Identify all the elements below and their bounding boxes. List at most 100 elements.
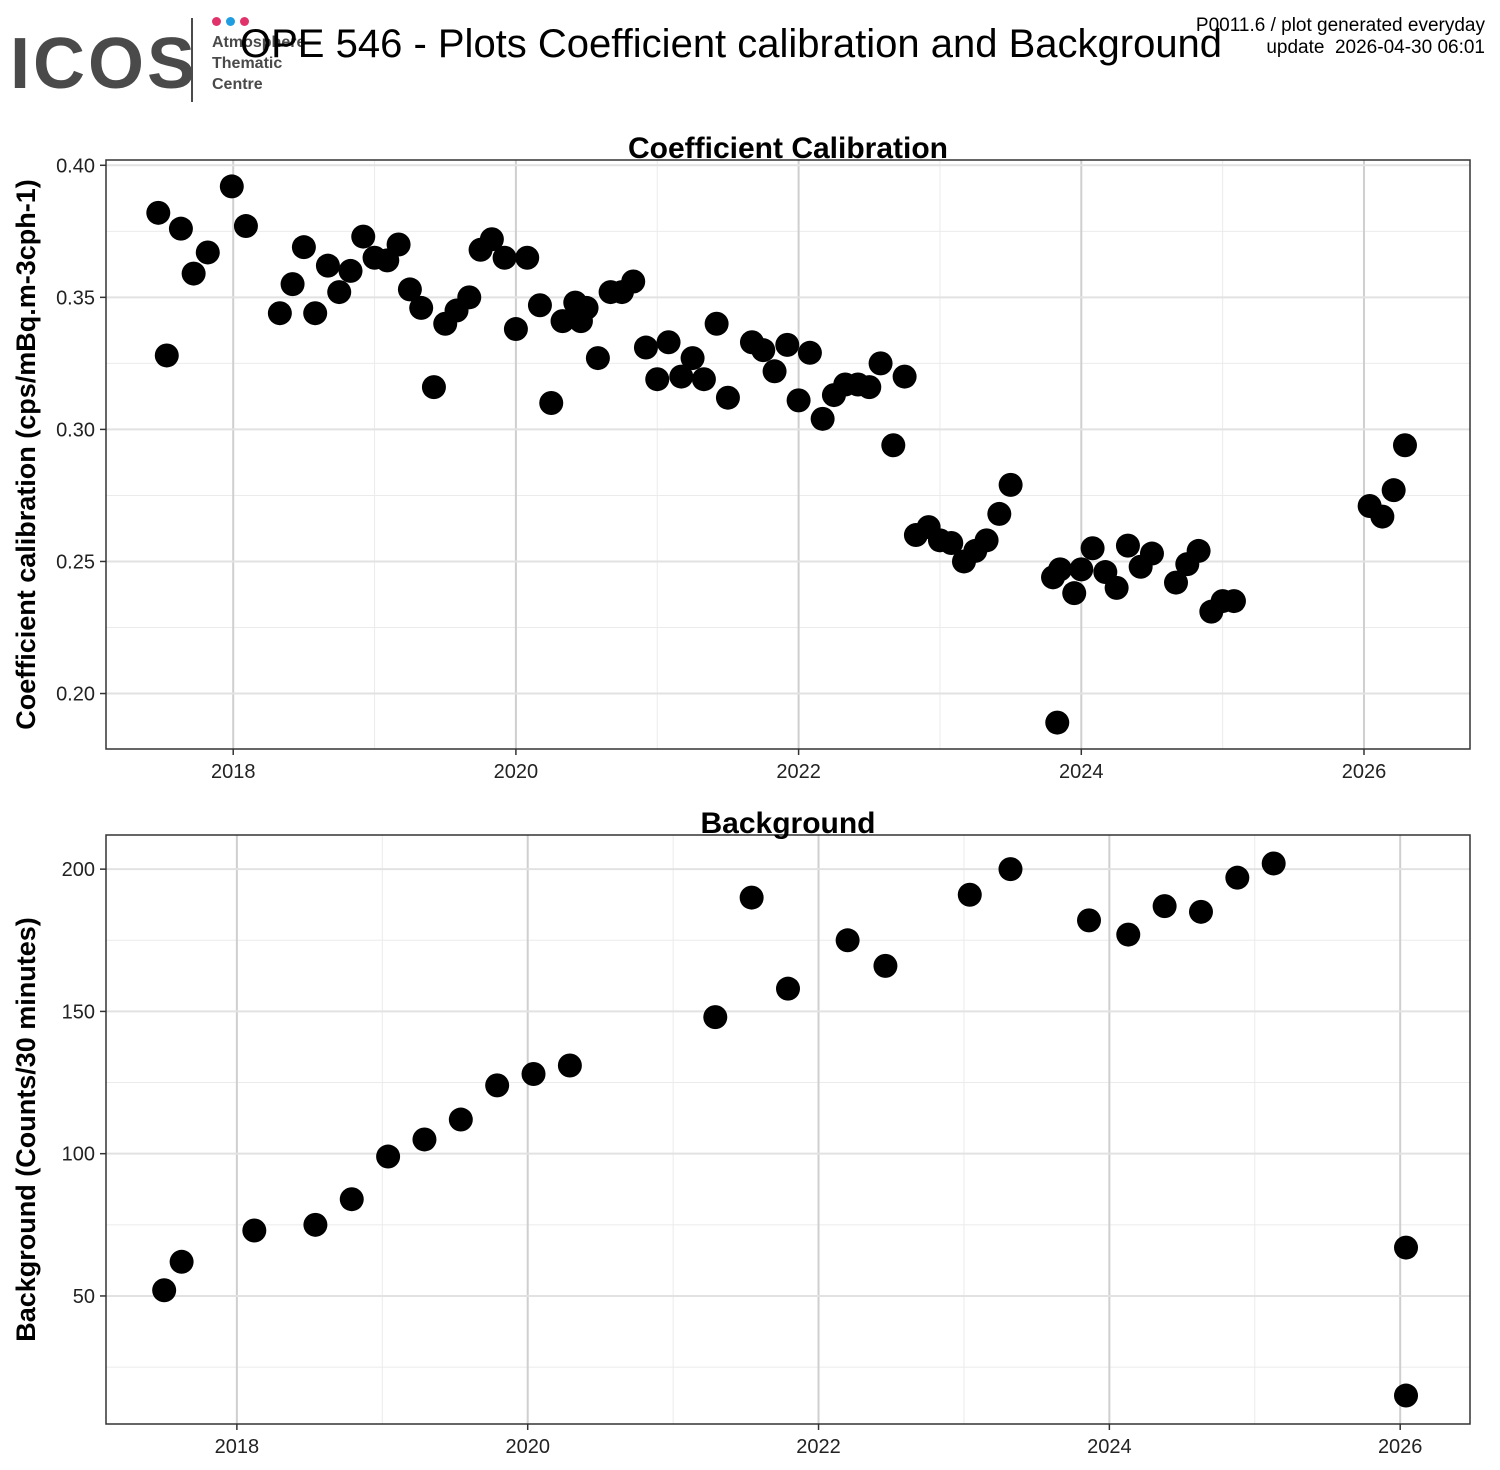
data-point (503, 317, 528, 342)
data-point (152, 1278, 177, 1303)
data-point (873, 953, 898, 978)
data-point (492, 245, 517, 270)
chart-title: Coefficient Calibration (628, 132, 948, 165)
x-tick-label: 2026 (1378, 1436, 1423, 1458)
data-point (303, 301, 328, 326)
x-tick-label: 2018 (211, 761, 256, 783)
grid (106, 160, 1470, 749)
data-point (557, 1053, 582, 1078)
data-point (1045, 710, 1070, 735)
plot-panel-border (105, 159, 1471, 750)
data-point (1186, 538, 1211, 563)
data-point (154, 343, 179, 368)
logo-dot (240, 17, 249, 26)
data-point (1225, 865, 1250, 890)
data-point (998, 472, 1023, 497)
data-point (786, 388, 811, 413)
x-tick-label: 2020 (494, 761, 539, 783)
data-point (515, 245, 540, 270)
data-point (762, 359, 787, 384)
data-point (680, 346, 705, 371)
data-point (987, 501, 1012, 526)
data-point (881, 433, 906, 458)
data-point (448, 1107, 473, 1132)
data-point (409, 295, 434, 320)
data-point (267, 301, 292, 326)
data-point (797, 340, 822, 365)
data-point (715, 385, 740, 410)
data-point (868, 351, 893, 376)
data-point (1069, 557, 1094, 582)
y-axis-label: Background (Counts/30 minutes) (11, 917, 41, 1342)
x-tick-label: 2026 (1342, 761, 1387, 783)
page-title: OPE 546 - Plots Coefficient calibration … (240, 22, 1223, 66)
y-tick-label: 0.20 (56, 684, 95, 706)
data-point (974, 528, 999, 553)
data-point (169, 1249, 194, 1274)
x-tick-label: 2024 (1059, 761, 1104, 783)
data-point (739, 885, 764, 910)
data-point (857, 375, 882, 400)
logo-subtitle-line: Atmosphere (212, 34, 306, 51)
data-point (303, 1212, 328, 1237)
plot-meta: P0011.6 / plot generated everyday update… (1196, 15, 1485, 59)
y-tick-label: 50 (73, 1286, 95, 1308)
data-point (1188, 899, 1213, 924)
data-point (539, 390, 564, 415)
data-point (1104, 575, 1129, 600)
data-point (939, 530, 964, 555)
data-point (1115, 533, 1140, 558)
data-point (585, 346, 610, 371)
data-point (1139, 541, 1164, 566)
logo-wordmark: ICOS (10, 24, 199, 104)
data-point (998, 857, 1023, 882)
data-points (152, 851, 1419, 1408)
data-point (280, 272, 305, 297)
data-point (1080, 536, 1105, 561)
logo-dots-icon (212, 17, 249, 26)
x-tick-label: 2018 (215, 1436, 260, 1458)
data-point (776, 976, 800, 1001)
data-point (521, 1062, 546, 1087)
data-point (751, 338, 776, 363)
data-point (339, 1187, 364, 1212)
data-point (1116, 922, 1141, 947)
data-point (1370, 504, 1395, 529)
data-point (479, 227, 504, 252)
data-point (421, 375, 446, 400)
data-point (527, 293, 552, 318)
data-points (146, 174, 1417, 735)
data-point (376, 1144, 401, 1169)
data-point (242, 1218, 267, 1243)
data-point (656, 330, 681, 355)
data-point (233, 214, 258, 239)
grid (106, 835, 1470, 1424)
data-point (810, 406, 835, 431)
y-tick-label: 200 (62, 859, 95, 881)
data-point (1221, 589, 1246, 614)
data-point (351, 224, 376, 249)
data-point (327, 280, 352, 305)
x-tick-label: 2022 (796, 1436, 841, 1458)
data-point (957, 882, 982, 907)
y-tick-label: 100 (62, 1144, 95, 1166)
data-point (633, 335, 658, 360)
data-point (195, 240, 220, 265)
data-point (1077, 908, 1102, 933)
data-point (1163, 570, 1188, 595)
data-point (146, 200, 171, 225)
data-point (1394, 1235, 1419, 1260)
y-tick-label: 0.40 (56, 155, 95, 177)
data-point (338, 258, 363, 283)
y-axis-label: Coefficient calibration (cps/mBq.m-3cph-… (11, 179, 41, 730)
logo-subtitle-line: Centre (212, 76, 263, 93)
data-point (315, 253, 340, 278)
data-point (669, 364, 694, 389)
data-point (574, 295, 599, 320)
x-tick-label: 2022 (776, 761, 821, 783)
logo-divider (191, 18, 193, 102)
data-point (1062, 581, 1087, 606)
data-point (550, 309, 575, 334)
data-point (703, 1005, 728, 1030)
data-point (775, 332, 800, 357)
